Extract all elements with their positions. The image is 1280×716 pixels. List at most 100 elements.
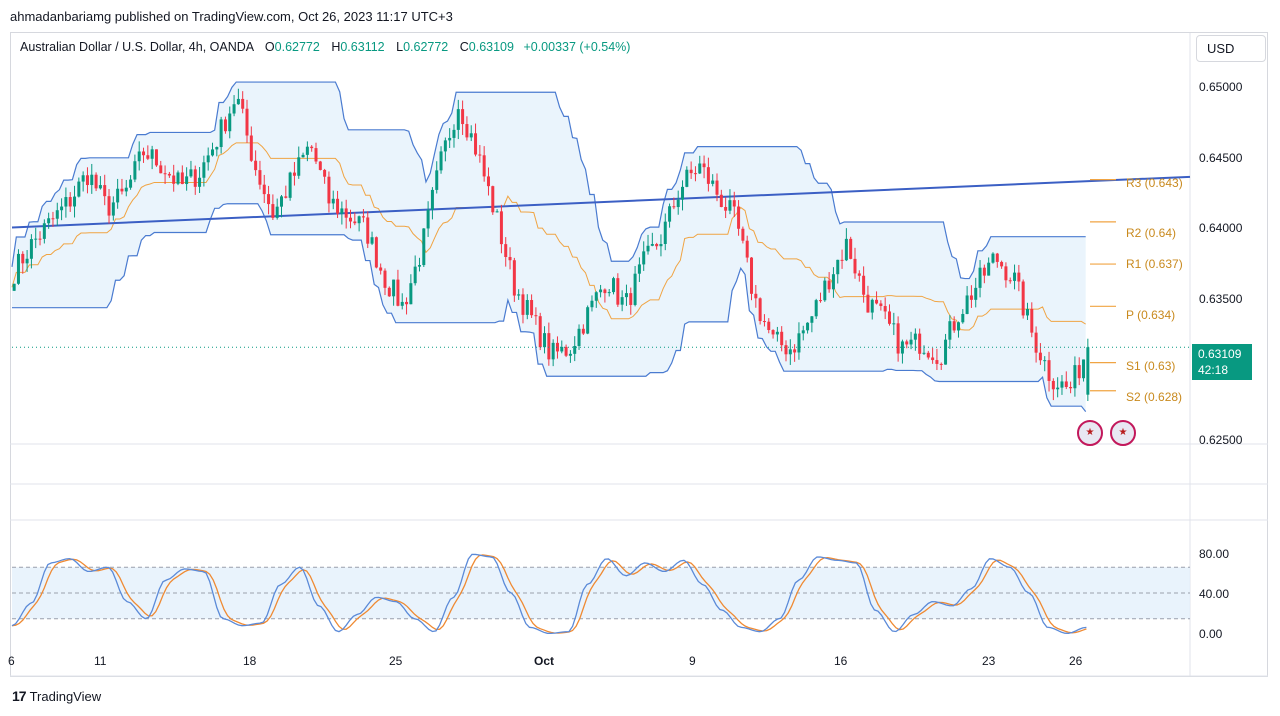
candle-body — [396, 279, 400, 306]
ohlc-legend: Australian Dollar / U.S. Dollar, 4h, OAN… — [20, 40, 630, 54]
candle-body — [249, 135, 253, 161]
candle-body — [685, 169, 689, 187]
candle-body — [64, 197, 68, 207]
us-flag-icon[interactable]: ★ — [1077, 420, 1103, 446]
candle-body — [379, 267, 383, 271]
candle-body — [474, 133, 478, 155]
candle-body — [952, 321, 956, 331]
candle-body — [987, 262, 991, 276]
candle-body — [258, 170, 262, 185]
tv-logo-icon: 17 — [12, 688, 27, 704]
candle-body — [745, 240, 749, 258]
band-middle-line — [11, 142, 1086, 331]
candle-body — [111, 202, 115, 216]
candle-body — [603, 289, 607, 294]
candle-body — [262, 184, 266, 195]
candle-body — [918, 333, 922, 354]
candle-body — [314, 148, 318, 162]
candle-body — [219, 119, 223, 148]
candle-body — [810, 316, 814, 323]
candle-body — [1000, 261, 1004, 267]
candle-body — [443, 140, 447, 152]
candle-body — [310, 146, 314, 149]
candle-body — [154, 149, 158, 166]
candle-body — [413, 266, 417, 284]
candle-body — [284, 196, 288, 198]
date-tick: 11 — [94, 654, 107, 668]
candle-body — [948, 321, 952, 340]
candle-body — [215, 147, 219, 150]
candle-body — [1073, 365, 1077, 389]
us-flag-icon[interactable]: ★ — [1110, 420, 1136, 446]
candle-body — [939, 363, 943, 365]
candle-countdown: 42:18 — [1198, 363, 1229, 377]
candle-body — [633, 273, 637, 305]
candle-body — [702, 163, 706, 168]
pivot-label-s2: S2 (0.628) — [1126, 390, 1183, 404]
candle-body — [771, 330, 775, 335]
pivot-label-r3: R3 (0.643) — [1126, 176, 1183, 190]
candle-body — [236, 98, 240, 105]
candle-body — [245, 108, 249, 136]
candle-body — [193, 169, 197, 187]
osc-tick: 0.00 — [1199, 627, 1223, 641]
candle-body — [172, 175, 176, 184]
candle-body — [327, 176, 331, 204]
candle-body — [129, 179, 133, 188]
candle-body — [223, 119, 227, 132]
candle-body — [892, 323, 896, 325]
candle-body — [232, 104, 236, 114]
candle-body — [978, 267, 982, 288]
candle-body — [724, 206, 728, 211]
candle-body — [517, 294, 521, 296]
candle-body — [405, 301, 409, 305]
candle-body — [1038, 352, 1042, 361]
candle-body — [586, 307, 590, 334]
candle-body — [1060, 381, 1064, 388]
candle-body — [581, 328, 585, 334]
candle-body — [788, 349, 792, 355]
trend-line — [11, 175, 1191, 229]
candle-body — [974, 287, 978, 300]
date-tick: 16 — [834, 654, 848, 668]
candle-body — [400, 301, 404, 306]
osc-tick: 80.00 — [1199, 547, 1230, 561]
candle-body — [801, 330, 805, 334]
candle-body — [719, 194, 723, 207]
tradingview-logo[interactable]: 17 TradingView — [12, 688, 101, 704]
price-tick: 0.65000 — [1199, 80, 1243, 94]
candle-body — [318, 161, 322, 170]
candle-body — [1004, 266, 1008, 281]
pivot-label-r2: R2 (0.64) — [1126, 226, 1177, 240]
candle-body — [254, 160, 258, 171]
candle-body — [689, 169, 693, 174]
candle-body — [499, 211, 503, 245]
candle-body — [34, 238, 38, 240]
candle-body — [417, 265, 421, 267]
candle-body — [1056, 387, 1060, 390]
candle-body — [862, 275, 866, 295]
currency-button[interactable]: USD — [1196, 35, 1266, 62]
candle-body — [1047, 360, 1051, 381]
candle-body — [642, 251, 646, 265]
candle-body — [512, 260, 516, 296]
candle-body — [163, 173, 167, 175]
candle-body — [98, 185, 102, 189]
candle-body — [133, 161, 137, 180]
candle-body — [909, 339, 913, 345]
candle-body — [732, 200, 736, 207]
candle-body — [176, 172, 180, 184]
candle-body — [896, 323, 900, 354]
candle-body — [357, 216, 361, 224]
candle-body — [387, 287, 391, 297]
candle-body — [336, 198, 340, 214]
candle-body — [29, 239, 33, 259]
candle-body — [991, 253, 995, 263]
candle-body — [448, 137, 452, 141]
candle-body — [866, 294, 870, 313]
symbol-title[interactable]: Australian Dollar / U.S. Dollar, 4h, OAN… — [20, 40, 254, 54]
candle-body — [323, 169, 327, 177]
candle-body — [814, 300, 818, 317]
candle-body — [42, 223, 46, 239]
